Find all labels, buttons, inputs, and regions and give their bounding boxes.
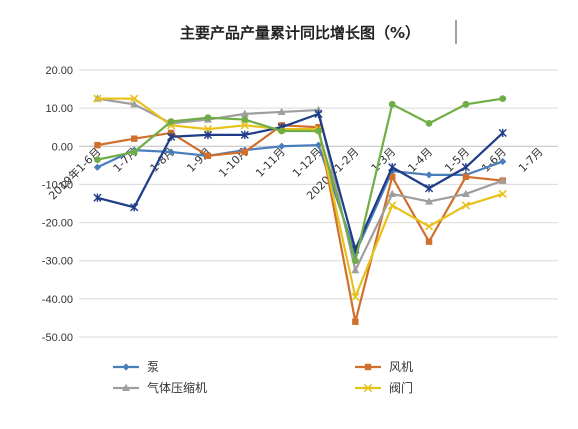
data-point	[425, 120, 433, 127]
data-point	[167, 118, 175, 125]
data-point	[204, 114, 212, 122]
data-point	[351, 266, 360, 274]
series-风机	[94, 122, 506, 325]
data-point	[498, 189, 507, 199]
data-point	[315, 127, 322, 135]
data-point	[240, 109, 249, 117]
series-line	[96, 144, 504, 255]
data-point	[203, 130, 213, 139]
y-tick-label: 0.00	[52, 141, 73, 153]
data-point	[388, 189, 397, 197]
grid-layer	[79, 69, 558, 338]
data-point	[93, 94, 102, 103]
y-axis-ticks: 20.00 10.00 0.00 -10.00 -20.00 -30.00 -40.00 -5…	[42, 65, 73, 344]
chart-title: 主要产品产量累计同比增长图（%）	[180, 24, 420, 42]
data-point	[364, 363, 372, 371]
data-point	[352, 318, 359, 325]
legend-label: 气体压缩机	[147, 380, 207, 395]
series-line	[97, 97, 503, 262]
series-star	[93, 109, 507, 254]
data-point	[277, 107, 286, 115]
y-tick-label: 20.00	[45, 65, 73, 77]
data-point	[93, 163, 102, 171]
data-point	[425, 197, 434, 205]
data-point	[388, 163, 397, 172]
data-point	[462, 100, 470, 108]
legend-label: 风机	[389, 360, 413, 374]
legend-item: 气体压缩机	[113, 380, 207, 395]
data-point	[122, 383, 130, 391]
data-point	[131, 135, 138, 142]
data-point	[388, 100, 396, 108]
data-point	[167, 148, 175, 156]
data-point	[425, 238, 433, 245]
x-tick-label: 1-5月	[442, 145, 472, 175]
data-point	[424, 222, 434, 231]
data-point	[93, 193, 102, 202]
y-tick-label: -30.00	[42, 256, 73, 268]
data-point	[388, 173, 396, 180]
data-point	[130, 100, 139, 108]
legend-item: 泵	[113, 360, 159, 374]
legend-label: 泵	[147, 360, 159, 374]
data-point	[167, 132, 176, 141]
data-point	[240, 130, 249, 139]
data-point	[461, 163, 470, 172]
data-point	[461, 201, 471, 210]
data-point	[94, 156, 101, 164]
x-tick-label: 1-11月	[253, 145, 288, 180]
y-tick-label: -20.00	[42, 218, 73, 230]
data-point	[241, 148, 249, 156]
data-point	[363, 383, 373, 393]
data-point	[204, 152, 212, 160]
y-tick-label: 10.00	[45, 103, 73, 115]
legend-label: 阀门	[389, 380, 413, 395]
data-point	[130, 203, 139, 212]
series-line	[97, 112, 504, 251]
x-tick-label: 1-4月	[405, 145, 435, 175]
series-line	[97, 97, 504, 299]
data-point	[278, 142, 286, 150]
data-point	[130, 148, 138, 156]
data-point	[425, 171, 433, 179]
data-point	[462, 173, 470, 180]
data-point	[94, 141, 101, 149]
data-point	[351, 257, 359, 265]
data-point	[424, 184, 434, 193]
data-point	[498, 128, 507, 138]
series-circle	[94, 95, 507, 265]
legend-item: 阀门	[355, 380, 413, 395]
y-tick-label: -50.00	[42, 332, 73, 344]
data-point	[314, 141, 323, 149]
data-point	[240, 121, 249, 130]
data-point	[278, 127, 286, 135]
x-tick-label: 1-7月	[516, 145, 546, 175]
y-tick-label: -10.00	[42, 179, 73, 191]
data-point	[499, 95, 507, 103]
data-point	[315, 124, 322, 131]
data-point	[314, 109, 323, 118]
legend-item: 风机	[355, 360, 413, 374]
data-point	[499, 157, 507, 166]
data-point	[388, 201, 397, 210]
data-point	[130, 94, 139, 103]
series-layer	[93, 94, 507, 325]
data-point	[461, 189, 470, 197]
data-point	[241, 116, 249, 123]
series-line	[97, 124, 503, 323]
y-tick-label: -40.00	[42, 294, 73, 306]
data-point	[351, 292, 360, 302]
data-point	[498, 176, 507, 184]
data-point	[122, 363, 130, 371]
x-tick-label: 1-8月	[148, 145, 178, 175]
